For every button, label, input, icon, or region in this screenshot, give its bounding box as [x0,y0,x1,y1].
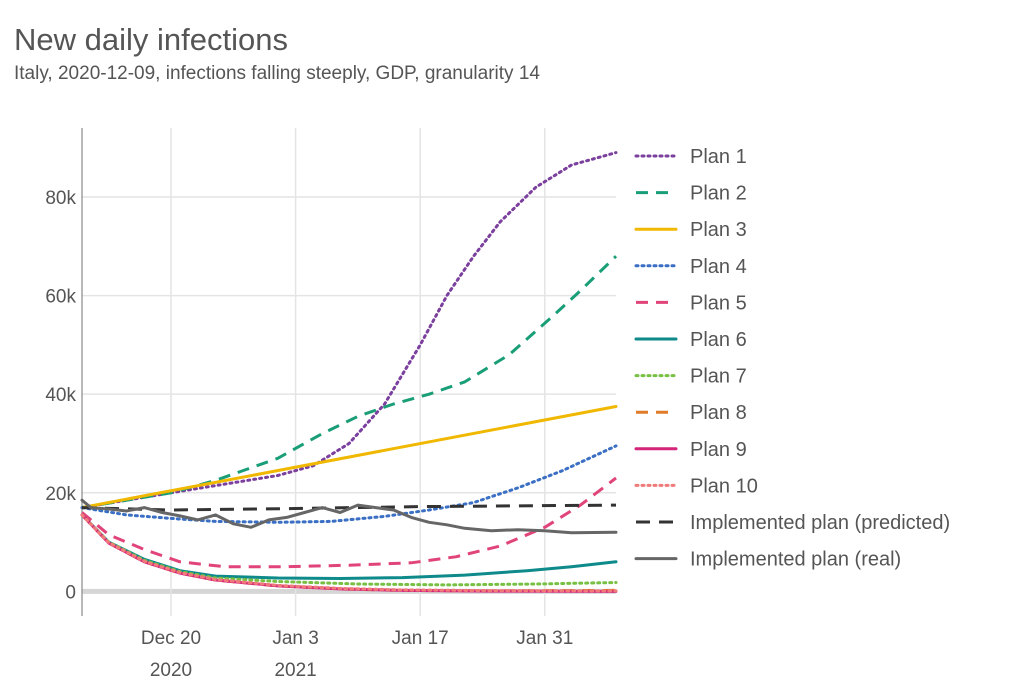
y-tick-label: 0 [65,582,76,603]
legend-label-plan-10: Plan 10 [690,475,758,497]
legend-label-plan-4: Plan 4 [690,256,747,278]
chart-title: New daily infections [14,22,288,57]
y-tick-label: 60k [45,287,76,308]
legend-label-plan-2: Plan 2 [690,183,747,205]
series-line-plan-10 [80,513,618,593]
legend-label-plan-3: Plan 3 [690,219,747,241]
chart-subtitle: Italy, 2020-12-09, infections falling st… [14,63,540,84]
legend: Plan 1 Plan 2 Plan 3 Plan 4 Plan 5 Plan 6 Plan… [634,146,950,571]
legend-label-plan-9: Plan 9 [690,439,747,461]
plot-area [80,151,618,593]
legend-label-plan-6: Plan 6 [690,329,747,351]
series-line-plan-9 [80,513,618,593]
x-tick-label: Jan 31 [516,628,573,649]
legend-label-plan-8: Plan 8 [690,402,747,424]
legend-label-implemented-plan-real: Implemented plan (real) [690,549,901,571]
series-line-plan-7 [80,513,618,587]
x-tick-label: Dec 20 [141,628,201,649]
x-tick-label: Jan 17 [392,628,449,649]
y-tick-label: 20k [45,484,76,505]
legend-label-plan-7: Plan 7 [690,366,747,388]
y-tick-label: 80k [45,188,76,209]
x-tick-sublabel: 2021 [274,660,316,681]
legend-label-plan-1: Plan 1 [690,146,747,168]
series-line-plan-4 [80,444,618,524]
series-line-plan-3 [80,405,618,510]
x-tick-label: Jan 3 [272,628,318,649]
x-tick-sublabel: 2020 [150,660,192,681]
series-line-plan-1 [80,151,618,510]
series-line-implemented-plan-real [80,498,618,535]
y-tick-label: 40k [45,385,76,406]
grid [82,128,616,616]
legend-label-plan-5: Plan 5 [690,292,747,314]
axes: 0 20k 40k 60k 80k Dec 20 2020 Jan 3 2021 Jan 17 Ja… [45,128,573,681]
series-line-plan-2 [81,255,618,510]
series-line-plan-5 [81,476,617,569]
legend-label-implemented-plan-predicted: Implemented plan (predicted) [690,512,950,534]
